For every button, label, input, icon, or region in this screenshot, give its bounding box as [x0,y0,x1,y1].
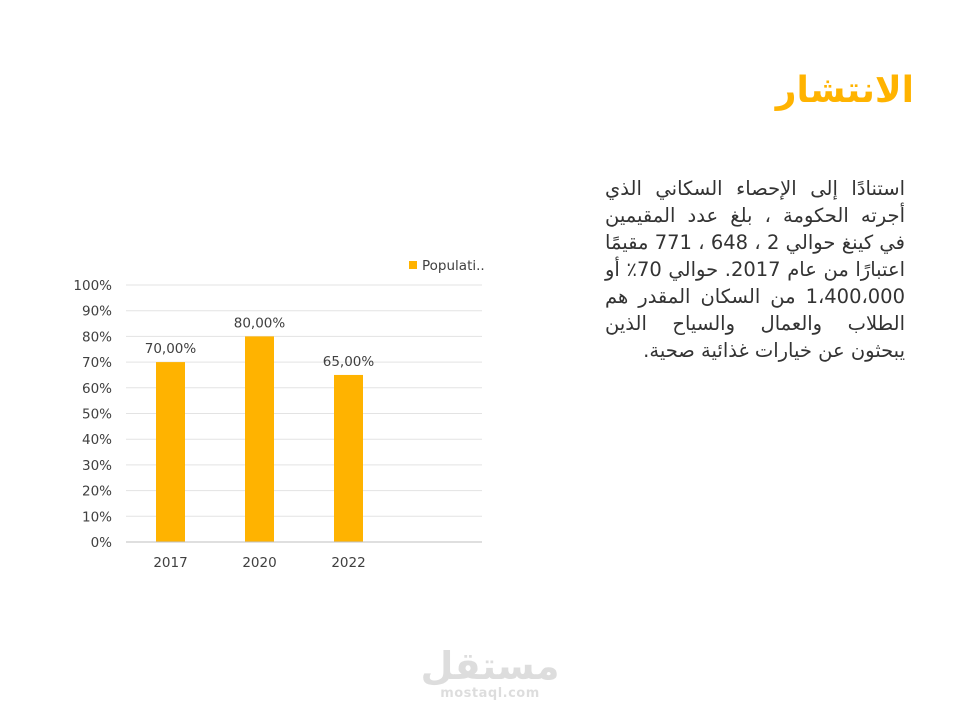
y-tick-label: 60% [82,381,112,397]
data-label: 65,00% [323,354,375,370]
x-axis-ticks: 2017 2020 2022 [153,555,365,571]
bar-chart: 0% 10% 20% 30% 40% 50% 60% 70% 80% 90% 100% 70,00%… [73,258,485,571]
data-label: 80,00% [234,315,286,331]
slide-body-text: استنادًا إلى الإحصاء السكاني الذي أجرته … [605,177,905,362]
bar [245,336,274,542]
legend-label: Populati.. [422,258,485,274]
watermark-logo-text: مستقل [420,644,560,688]
bars [156,336,363,542]
y-tick-label: 10% [82,509,112,525]
y-tick-label: 0% [91,535,113,551]
legend: Populati.. [409,258,485,274]
gridlines [126,284,482,517]
bar [334,374,363,542]
y-tick-label: 70% [82,355,112,371]
y-tick-label: 50% [82,407,112,423]
bar [156,362,185,542]
y-tick-label: 40% [82,432,112,448]
y-tick-label: 100% [73,278,112,294]
legend-swatch [409,261,417,269]
x-tick-label: 2020 [242,555,276,571]
data-labels: 70,00% 80,00% 65,00% [145,315,375,370]
y-tick-label: 90% [82,304,112,320]
x-tick-label: 2022 [331,555,365,571]
x-tick-label: 2017 [153,555,187,571]
watermark-url: mostaql.com [440,686,540,701]
y-tick-label: 30% [82,458,112,474]
data-label: 70,00% [145,341,197,357]
watermark: مستقل mostaql.com [420,646,560,701]
y-axis-ticks: 0% 10% 20% 30% 40% 50% 60% 70% 80% 90% 100% [73,278,112,551]
y-tick-label: 80% [82,329,112,345]
y-tick-label: 20% [82,484,112,500]
slide-title: الانتشار [775,70,914,111]
